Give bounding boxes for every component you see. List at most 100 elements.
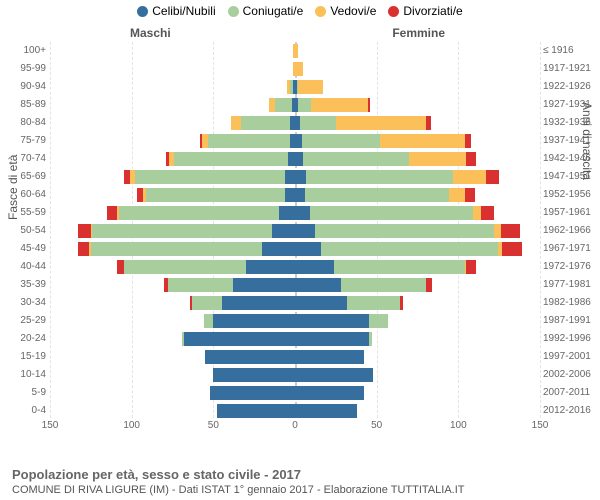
legend-swatch (137, 6, 148, 17)
bar-segment (295, 224, 315, 238)
bar-segment (107, 206, 117, 220)
ytick-birth: 1927-1931 (543, 96, 600, 114)
bar-segment (295, 242, 321, 256)
ytick-age: 95-99 (2, 60, 46, 78)
ytick-birth: 1987-1991 (543, 312, 600, 330)
ytick-birth: 1942-1946 (543, 150, 600, 168)
ytick-age: 55-59 (2, 204, 46, 222)
male-bar (117, 260, 295, 274)
bar-segment (295, 278, 341, 292)
female-bar (295, 188, 475, 202)
bar-segment (449, 188, 465, 202)
male-bar (78, 242, 295, 256)
ytick-age: 65-69 (2, 168, 46, 186)
bar-segment (295, 332, 369, 346)
ytick-birth: 1922-1926 (543, 78, 600, 96)
bar-segment (368, 98, 370, 112)
bar-segment (246, 260, 295, 274)
x-axis: 15010050050100150 (50, 420, 540, 440)
bar-segment (135, 170, 285, 184)
xtick: 100 (450, 420, 467, 431)
female-bar (295, 224, 520, 238)
ytick-age: 45-49 (2, 240, 46, 258)
bar-segment (334, 260, 465, 274)
male-bar (204, 314, 295, 328)
ytick-birth: 1957-1961 (543, 204, 600, 222)
male-bar (200, 134, 295, 148)
male-bar (231, 116, 295, 130)
ytick-age: 0-4 (2, 402, 46, 420)
age-row: 100+≤ 1916 (50, 42, 540, 60)
bar-segment (295, 62, 303, 76)
ytick-age: 40-44 (2, 258, 46, 276)
bar-segment (409, 152, 466, 166)
bar-segment (305, 188, 449, 202)
ytick-birth: 1997-2001 (543, 348, 600, 366)
male-bar (210, 386, 295, 400)
bar-segment (213, 314, 295, 328)
bar-segment (465, 188, 475, 202)
bar-segment (78, 242, 89, 256)
bar-segment (275, 98, 291, 112)
female-bar (295, 368, 373, 382)
ytick-birth: 2007-2011 (543, 384, 600, 402)
ytick-birth: 1992-1996 (543, 330, 600, 348)
legend: Celibi/NubiliConiugati/eVedovi/eDivorzia… (0, 4, 600, 18)
ytick-age: 50-54 (2, 222, 46, 240)
male-bar (213, 368, 295, 382)
ytick-age: 35-39 (2, 276, 46, 294)
ytick-age: 10-14 (2, 366, 46, 384)
bar-segment (285, 188, 295, 202)
ytick-age: 70-74 (2, 150, 46, 168)
bar-segment (466, 152, 476, 166)
bar-segment (91, 242, 263, 256)
ytick-birth: 1962-1966 (543, 222, 600, 240)
chart-subtitle: COMUNE DI RIVA LIGURE (IM) - Dati ISTAT … (12, 484, 464, 496)
female-bar (295, 116, 431, 130)
female-bar (295, 98, 370, 112)
bar-segment (295, 386, 364, 400)
bar-segment (208, 134, 290, 148)
age-row: 25-291987-1991 (50, 312, 540, 330)
age-row: 85-891927-1931 (50, 96, 540, 114)
ytick-birth: 1937-1941 (543, 132, 600, 150)
bar-segment (502, 242, 522, 256)
age-row: 70-741942-1946 (50, 150, 540, 168)
female-bar (295, 80, 323, 94)
legend-item: Celibi/Nubili (137, 4, 215, 18)
bar-segment (310, 206, 473, 220)
legend-swatch (228, 6, 239, 17)
bar-segment (453, 170, 486, 184)
bar-segment (295, 188, 305, 202)
age-row: 0-42012-2016 (50, 402, 540, 420)
bar-segment (285, 170, 295, 184)
plot-area: 100+≤ 191695-991917-192190-941922-192685… (50, 42, 540, 440)
bar-segment (341, 278, 426, 292)
bar-segment (295, 260, 334, 274)
legend-item: Coniugati/e (228, 4, 304, 18)
chart-footer: Popolazione per età, sesso e stato civil… (12, 467, 464, 496)
bar-segment (426, 116, 431, 130)
ytick-birth: 1982-1986 (543, 294, 600, 312)
bar-segment (168, 278, 233, 292)
age-row: 15-191997-2001 (50, 348, 540, 366)
xtick: 50 (371, 420, 382, 431)
age-row: 75-791937-1941 (50, 132, 540, 150)
female-bar (295, 134, 471, 148)
legend-label: Celibi/Nubili (152, 4, 215, 18)
bar-segment (295, 368, 373, 382)
age-row: 10-142002-2006 (50, 366, 540, 384)
bar-segment (302, 134, 380, 148)
age-row: 30-341982-1986 (50, 294, 540, 312)
bar-segment (241, 116, 290, 130)
male-bar (182, 332, 295, 346)
bar-segment (321, 242, 497, 256)
bar-segment (295, 44, 298, 58)
ytick-age: 75-79 (2, 132, 46, 150)
bar-segment (300, 116, 336, 130)
ytick-birth: 1952-1956 (543, 186, 600, 204)
bar-segment (380, 134, 465, 148)
bar-segment (400, 296, 403, 310)
ytick-birth: ≤ 1916 (543, 42, 600, 60)
bar-segment (174, 152, 288, 166)
